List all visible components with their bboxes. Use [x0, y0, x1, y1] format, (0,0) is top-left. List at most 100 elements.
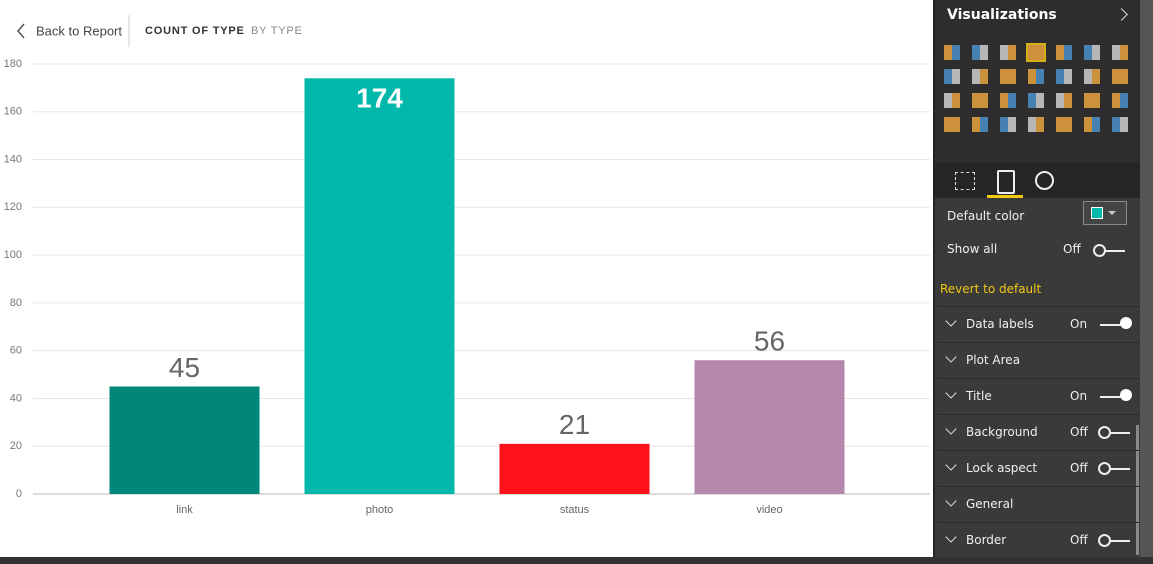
revert-link[interactable]: Revert to default: [940, 282, 1042, 296]
y-tick-label: 0: [16, 488, 22, 500]
toggle[interactable]: [1100, 389, 1132, 401]
scrollbar: [1140, 0, 1153, 557]
report-area: Back to Report COUNT OF TYPE BY TYPE 0 20…: [3, 15, 930, 516]
x-tick-label: status: [560, 504, 590, 516]
color-swatch: [1091, 207, 1103, 219]
section-row[interactable]: Plot Area: [937, 342, 1140, 378]
section-row[interactable]: General: [937, 486, 1140, 522]
visual-icon[interactable]: [1056, 117, 1072, 132]
bar: [304, 78, 455, 494]
visual-icon[interactable]: [1084, 93, 1100, 108]
visual-icon[interactable]: [1000, 69, 1016, 84]
y-tick-label: 40: [10, 392, 22, 404]
visual-icon[interactable]: [972, 93, 988, 108]
chevron: [945, 531, 957, 543]
data-label: 45: [169, 352, 200, 383]
section-state: Off: [1070, 533, 1088, 547]
color-picker[interactable]: [1083, 201, 1127, 225]
toggle[interactable]: [1098, 461, 1130, 475]
toggle-knob: [1093, 243, 1106, 257]
x-tick-label: photo: [366, 504, 394, 516]
y-tick-label: 180: [4, 58, 22, 70]
visual-icon[interactable]: [1000, 117, 1016, 132]
visual-icon[interactable]: [944, 93, 960, 108]
section-label: General: [966, 497, 1014, 511]
section-label: Lock aspect: [966, 461, 1038, 475]
toggle-knob: [1098, 533, 1111, 547]
chevron: [945, 495, 957, 507]
data-label: 174: [356, 83, 403, 114]
format-underline: [987, 195, 1023, 198]
visual-icon[interactable]: [944, 45, 960, 60]
section-state: Off: [1070, 461, 1088, 475]
section-label: Title: [966, 389, 992, 403]
section-label: Background: [966, 425, 1038, 439]
section-label: Plot Area: [966, 353, 1021, 367]
tab-active[interactable]: COUNT OF TYPE: [145, 25, 245, 37]
section-row[interactable]: Title On: [937, 378, 1140, 414]
show-all-toggle[interactable]: [1093, 243, 1125, 257]
y-tick-label: 160: [4, 106, 22, 118]
visual-icon[interactable]: [1112, 117, 1128, 132]
panel-title: Visualizations: [947, 7, 1057, 23]
chevron: [945, 387, 957, 399]
visual-icon[interactable]: [1084, 45, 1100, 60]
visual-icon[interactable]: [1000, 93, 1016, 108]
bar: [499, 443, 650, 494]
chevron: [945, 315, 957, 327]
section-row[interactable]: Data labels On: [937, 306, 1140, 342]
visual-icon[interactable]: [1028, 93, 1044, 108]
visual-icon[interactable]: [972, 117, 988, 132]
section-row[interactable]: Lock aspect Off: [937, 450, 1140, 486]
section-state: On: [1070, 317, 1088, 331]
y-tick-label: 120: [4, 201, 22, 213]
y-tick-label: 140: [4, 153, 22, 165]
visual-icon[interactable]: [1112, 45, 1128, 60]
visual-icon[interactable]: [944, 69, 960, 84]
visual-icon[interactable]: [1000, 45, 1016, 60]
section-label: Data labels: [966, 317, 1034, 331]
tab[interactable]: BY TYPE: [251, 25, 303, 37]
visual-icon[interactable]: [1112, 69, 1128, 84]
visual-icon[interactable]: [1084, 117, 1100, 132]
data-label: 56: [754, 326, 785, 357]
visual-icon[interactable]: [1112, 93, 1128, 108]
visual-icon[interactable]: [1056, 45, 1072, 60]
visual-icon[interactable]: [944, 117, 960, 132]
visual-icon[interactable]: [972, 69, 988, 84]
format-tab[interactable]: [997, 170, 1015, 194]
section-row[interactable]: Background Off: [937, 414, 1140, 450]
dropdown-arrow: [1108, 211, 1116, 215]
show-all-state: Off: [1063, 242, 1081, 256]
analytics-tab[interactable]: [1035, 171, 1054, 190]
toggle[interactable]: [1098, 533, 1130, 547]
back-link[interactable]: Back to Report: [36, 23, 122, 38]
toggle[interactable]: [1100, 317, 1132, 329]
visual-icon[interactable]: [1026, 43, 1046, 62]
visual-icon[interactable]: [1028, 117, 1044, 132]
data-label: 21: [559, 409, 590, 440]
y-tick-label: 60: [10, 345, 22, 357]
visual-icon[interactable]: [1084, 69, 1100, 84]
visual-icon[interactable]: [972, 45, 988, 60]
fields-tab[interactable]: [955, 172, 975, 190]
pane-tabs: [935, 163, 1140, 198]
back-chevron[interactable]: [17, 23, 25, 39]
visual-icon[interactable]: [1028, 69, 1044, 84]
y-tick-label: 20: [10, 440, 22, 452]
bar: [694, 360, 845, 494]
toggle[interactable]: [1098, 425, 1130, 439]
x-tick-label: link: [176, 504, 193, 516]
bottom-strip: [0, 557, 1153, 564]
y-tick-label: 80: [10, 297, 22, 309]
section-row[interactable]: Border Off: [937, 522, 1140, 558]
default-color-label: Default color: [947, 209, 1025, 223]
visual-icon[interactable]: [1056, 69, 1072, 84]
visual-icon[interactable]: [1056, 93, 1072, 108]
scroll-thumb[interactable]: [1136, 425, 1139, 555]
chart: Back to Report COUNT OF TYPE BY TYPE 0 20…: [4, 15, 930, 516]
toggle-knob: [1120, 389, 1132, 401]
section-state: Off: [1070, 425, 1088, 439]
section-label: Border: [966, 533, 1007, 547]
bar: [109, 386, 260, 494]
